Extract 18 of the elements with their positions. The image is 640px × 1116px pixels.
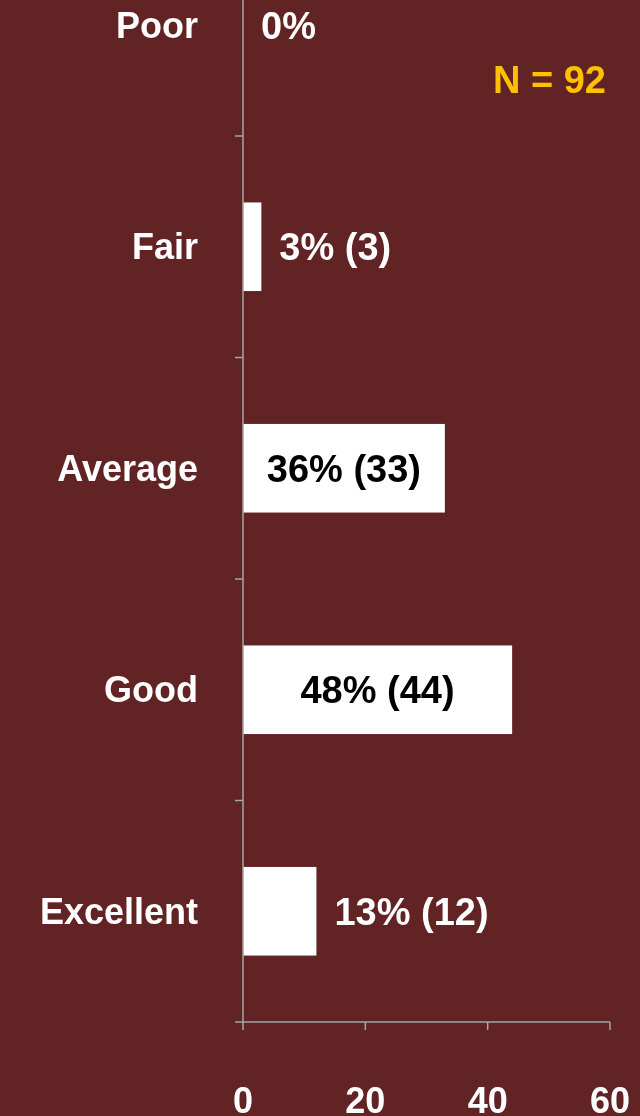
y-tick-label: Poor xyxy=(115,4,198,46)
y-tick-label: Good xyxy=(104,669,198,711)
data-label: 13% (12) xyxy=(334,890,489,933)
data-label: 48% (44) xyxy=(300,669,455,712)
data-label: 3% (3) xyxy=(279,226,392,269)
data-label: 0% xyxy=(261,4,316,47)
y-tick-label: Average xyxy=(57,447,198,489)
bar xyxy=(243,202,262,292)
y-tick-label: Excellent xyxy=(39,890,198,932)
x-tick-label: 20 xyxy=(345,1079,386,1116)
data-label: 36% (33) xyxy=(266,447,422,490)
annotation: N = 92 xyxy=(492,59,606,102)
y-tick-label: Fair xyxy=(131,226,198,268)
x-tick-label: 60 xyxy=(589,1079,631,1116)
bar xyxy=(243,645,513,735)
x-tick-label: 0 xyxy=(232,1079,254,1116)
x-tick-label: 40 xyxy=(467,1079,508,1116)
bar xyxy=(243,866,317,956)
